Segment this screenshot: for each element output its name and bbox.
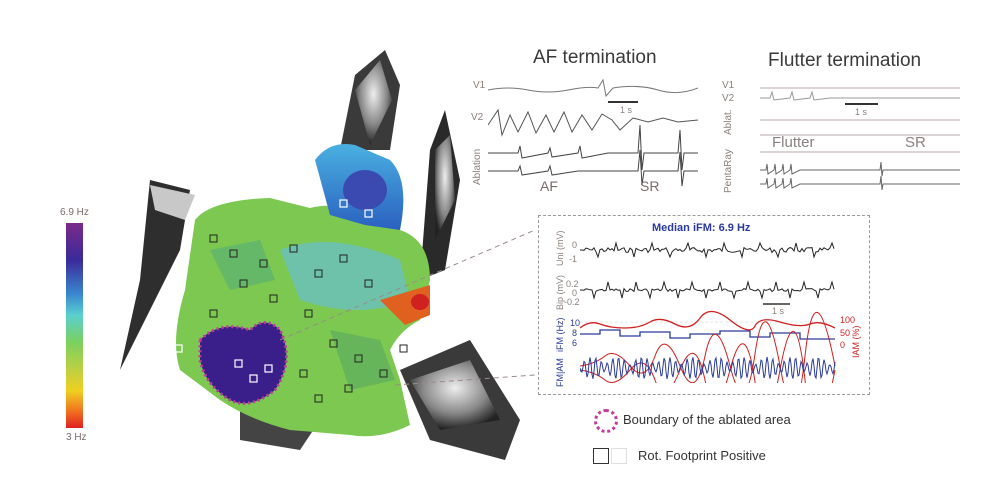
bip-tick-1: 0 <box>572 288 578 298</box>
fmam-trace <box>580 356 836 380</box>
ifm-trace <box>580 329 835 340</box>
inset-scale-label: 1 s <box>772 306 785 316</box>
iam-tick-0: 100 <box>840 315 856 325</box>
iam-tick-2: 0 <box>840 340 846 350</box>
inset-fmam-label: FM|AM <box>555 358 565 387</box>
af-rhythm-before: AF <box>540 178 558 194</box>
flutter-scale-label: 1 s <box>855 107 868 117</box>
fmam-envelope-lower <box>580 331 836 383</box>
af-side-label: Ablation <box>472 148 483 185</box>
flutter-title: Flutter termination <box>768 50 922 71</box>
colorbar-max-label: 6.9 Hz <box>60 207 89 218</box>
iam-tick-1: 50 <box>840 328 851 338</box>
bip-tick-2: -0.2 <box>564 297 580 307</box>
ifm-tick-0: 10 <box>570 318 581 328</box>
colorbar <box>66 223 83 428</box>
flutter-lead-v1: V1 <box>722 80 735 91</box>
af-lead-v1: V1 <box>473 80 486 91</box>
ablated-area <box>198 321 288 405</box>
connector-lines <box>280 229 536 386</box>
inset-title: Median iFM: 6.9 Hz <box>652 222 751 234</box>
atrial-map <box>120 50 520 460</box>
inset-iam-label: IAM (%) <box>851 325 861 359</box>
ifm-tick-2: 6 <box>572 338 578 348</box>
flutter-lead-v2: V2 <box>722 93 735 104</box>
boundary-legend-label: Boundary of the ablated area <box>623 412 791 427</box>
af-rhythm-after: SR <box>640 178 660 194</box>
unipolar-trace <box>580 241 835 259</box>
af-traces <box>488 78 698 187</box>
af-title: AF termination <box>533 47 657 68</box>
af-scale-label: 1 s <box>620 105 633 115</box>
flutter-side-label: PentaRay <box>723 149 734 193</box>
inset-traces <box>580 241 836 383</box>
flutter-traces <box>760 87 960 190</box>
footprint-legend-label: Rot. Footprint Positive <box>638 448 766 463</box>
uni-tick-0: 0 <box>572 240 578 250</box>
bip-tick-0: 0.2 <box>566 279 579 289</box>
rotational-footprints <box>209 234 408 403</box>
gray-tissue-left <box>120 180 190 370</box>
fmam-envelope-upper <box>580 312 836 383</box>
footprint-legend-dark-square <box>593 448 609 464</box>
colorbar-min-label: 3 Hz <box>66 432 87 443</box>
flutter-rhythm-after: SR <box>905 134 926 151</box>
flutter-ablat-label: Ablat. <box>723 109 734 135</box>
ifm-tick-1: 8 <box>572 328 578 338</box>
boundary-legend-symbol <box>594 409 618 433</box>
af-lead-v2: V2 <box>471 112 484 123</box>
inset-panel <box>538 215 870 395</box>
bipolar-trace <box>580 280 835 300</box>
footprint-legend-light-square <box>611 448 627 464</box>
flutter-rhythm-before: Flutter <box>772 134 815 151</box>
inset-ifm-label: iFM (Hz) <box>555 317 565 353</box>
inset-uni-label: Uni (mV) <box>555 230 565 267</box>
iam-trace <box>580 310 836 331</box>
uni-tick-1: -1 <box>569 254 578 264</box>
